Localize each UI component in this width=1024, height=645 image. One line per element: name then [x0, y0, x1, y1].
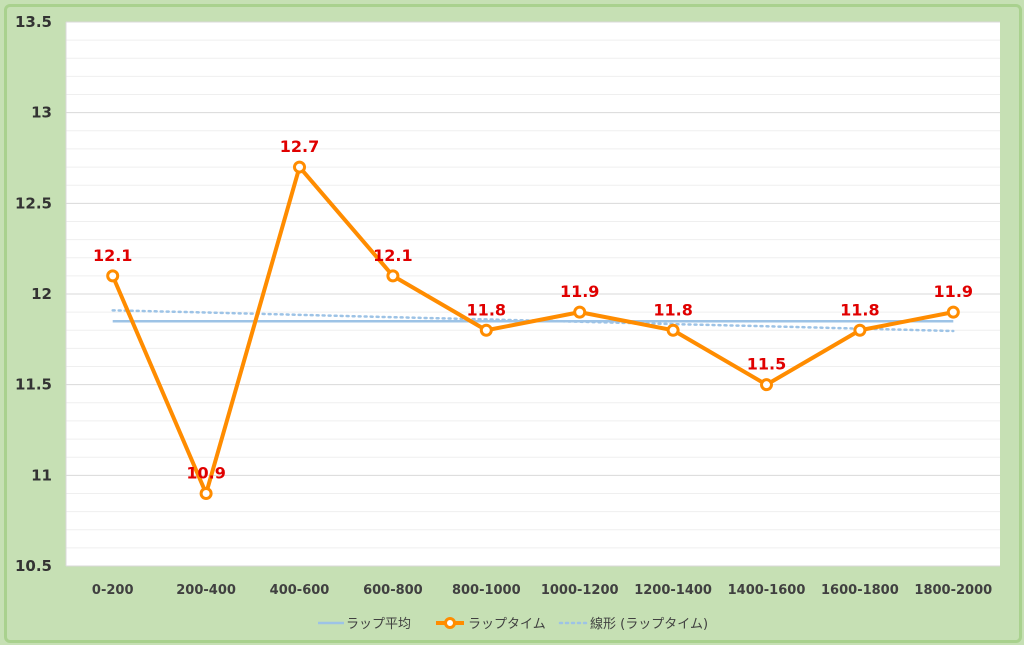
data-label: 12.1: [93, 246, 132, 265]
legend-label-average: ラップ平均: [346, 617, 411, 632]
x-tick-label: 800-1000: [452, 583, 521, 598]
data-point: [386, 269, 400, 283]
legend-label-trend: 線形 (ラップタイム): [590, 616, 708, 632]
y-tick-label: 13: [31, 104, 52, 122]
data-label: 11.8: [653, 300, 692, 319]
x-tick-label: 1000-1200: [541, 583, 619, 598]
legend: ラップ平均 ラップタイム 線形 (ラップタイム): [318, 616, 708, 632]
y-tick-label: 11: [31, 466, 52, 484]
y-tick-label: 12.5: [15, 194, 52, 212]
x-tick-label: 1200-1400: [634, 583, 712, 598]
data-point: [573, 305, 587, 319]
data-point: [106, 269, 120, 283]
data-point: [853, 323, 867, 337]
x-tick-label: 400-600: [270, 583, 330, 598]
data-point: [293, 160, 306, 174]
series-line-lap-time: [110, 165, 954, 496]
data-label: 11.5: [747, 355, 786, 374]
legend-marker-lap-time: [444, 617, 456, 629]
x-tick-label: 1800-2000: [914, 583, 992, 598]
data-label: 11.8: [467, 300, 506, 319]
x-tick-label: 600-800: [363, 583, 423, 598]
data-point: [946, 305, 960, 319]
x-tick-label: 200-400: [176, 583, 236, 598]
data-label: 12.7: [280, 137, 319, 156]
x-tick-label: 1400-1600: [728, 583, 806, 598]
x-tick-label: 1600-1800: [821, 583, 899, 598]
data-label: 11.9: [934, 282, 973, 301]
x-tick-label: 0-200: [92, 583, 134, 598]
data-label: 11.9: [560, 282, 599, 301]
data-point: [666, 323, 680, 337]
data-label: 11.8: [840, 300, 879, 319]
y-tick-label: 11.5: [15, 376, 52, 394]
y-tick-label: 10.5: [15, 557, 52, 575]
data-point: [760, 378, 773, 392]
data-label: 10.9: [186, 463, 225, 482]
data-point: [479, 323, 493, 337]
y-tick-label: 13.5: [15, 13, 52, 31]
legend-label-lap-time: ラップタイム: [468, 617, 546, 632]
data-point: [199, 486, 213, 500]
data-label: 12.1: [373, 246, 412, 265]
y-tick-label: 12: [31, 285, 52, 303]
